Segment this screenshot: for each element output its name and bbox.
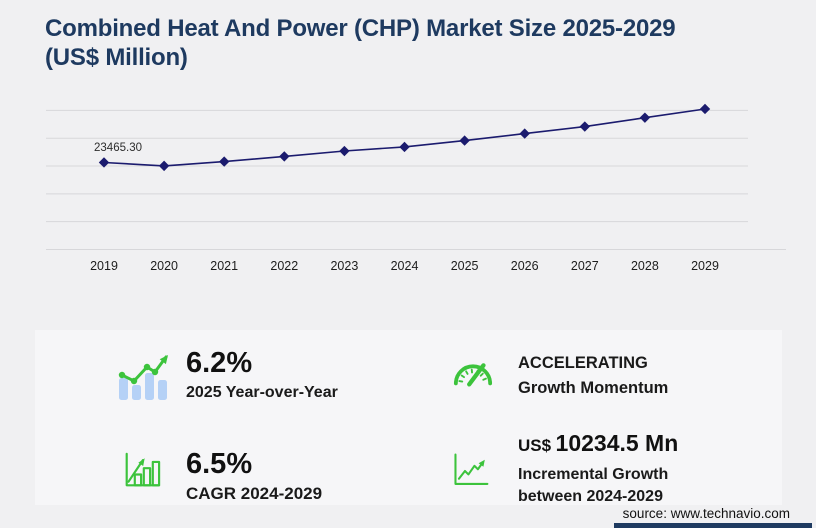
x-axis-tick-label: 2019 <box>90 259 118 273</box>
incremental-currency: US$ <box>518 436 552 455</box>
data-point-marker <box>158 160 170 172</box>
bar-and-trendline-icon <box>118 355 168 400</box>
incremental-value: 10234.5 Mn <box>555 430 679 456</box>
data-point-marker <box>639 112 651 123</box>
incremental-label-line2: between 2024-2029 <box>518 488 663 505</box>
data-point-marker <box>219 156 230 167</box>
data-point-marker <box>339 145 350 157</box>
cagr-label: CAGR 2024-2029 <box>186 484 323 503</box>
x-axis-tick-label: 2025 <box>451 259 479 273</box>
data-point-marker <box>699 103 711 115</box>
x-axis-tick-label: 2024 <box>391 259 419 273</box>
data-label: 23465.30 <box>94 142 142 154</box>
bottom-accent-bar <box>614 523 812 528</box>
x-axis-tick-label: 2022 <box>270 259 298 273</box>
x-axis-tick-label: 2021 <box>210 259 238 273</box>
yoy-value: 6.2% <box>186 347 253 379</box>
x-axis-tick-label: 2020 <box>150 259 178 273</box>
x-axis-tick-label: 2029 <box>691 259 719 273</box>
x-axis-tick-label: 2027 <box>571 259 599 273</box>
cagr-value: 6.5% <box>186 448 253 480</box>
incremental-value-row: US$ 10234.5 Mn <box>518 432 678 455</box>
momentum-status: ACCELERATING <box>518 354 648 372</box>
data-point-marker <box>399 141 410 153</box>
page-title: Combined Heat And Power (CHP) Market Siz… <box>45 15 676 71</box>
bar-chart-arrow-icon <box>125 452 161 487</box>
speedometer-icon <box>453 363 493 387</box>
yoy-label: 2025 Year-over-Year <box>186 384 338 401</box>
source-credit: source: www.technavio.com <box>622 506 790 521</box>
momentum-label: Growth Momentum <box>518 379 669 397</box>
market-size-line-chart: 2019 2020 2021 2022 2023 2024 2025 2026 2027 2028… <box>46 103 786 273</box>
data-point-marker <box>579 121 590 132</box>
x-axis-tick-label: 2023 <box>330 259 358 273</box>
data-point-marker <box>279 151 290 162</box>
axes-trend-arrow-icon <box>454 453 489 485</box>
market-size-line <box>103 108 706 167</box>
incremental-label-line1: Incremental Growth <box>518 466 669 483</box>
data-point-marker <box>519 128 530 139</box>
x-axis-tick-label: 2028 <box>631 259 659 273</box>
x-axis-tick-label: 2026 <box>511 259 539 273</box>
data-point-marker <box>98 157 110 168</box>
data-point-marker <box>459 135 470 146</box>
